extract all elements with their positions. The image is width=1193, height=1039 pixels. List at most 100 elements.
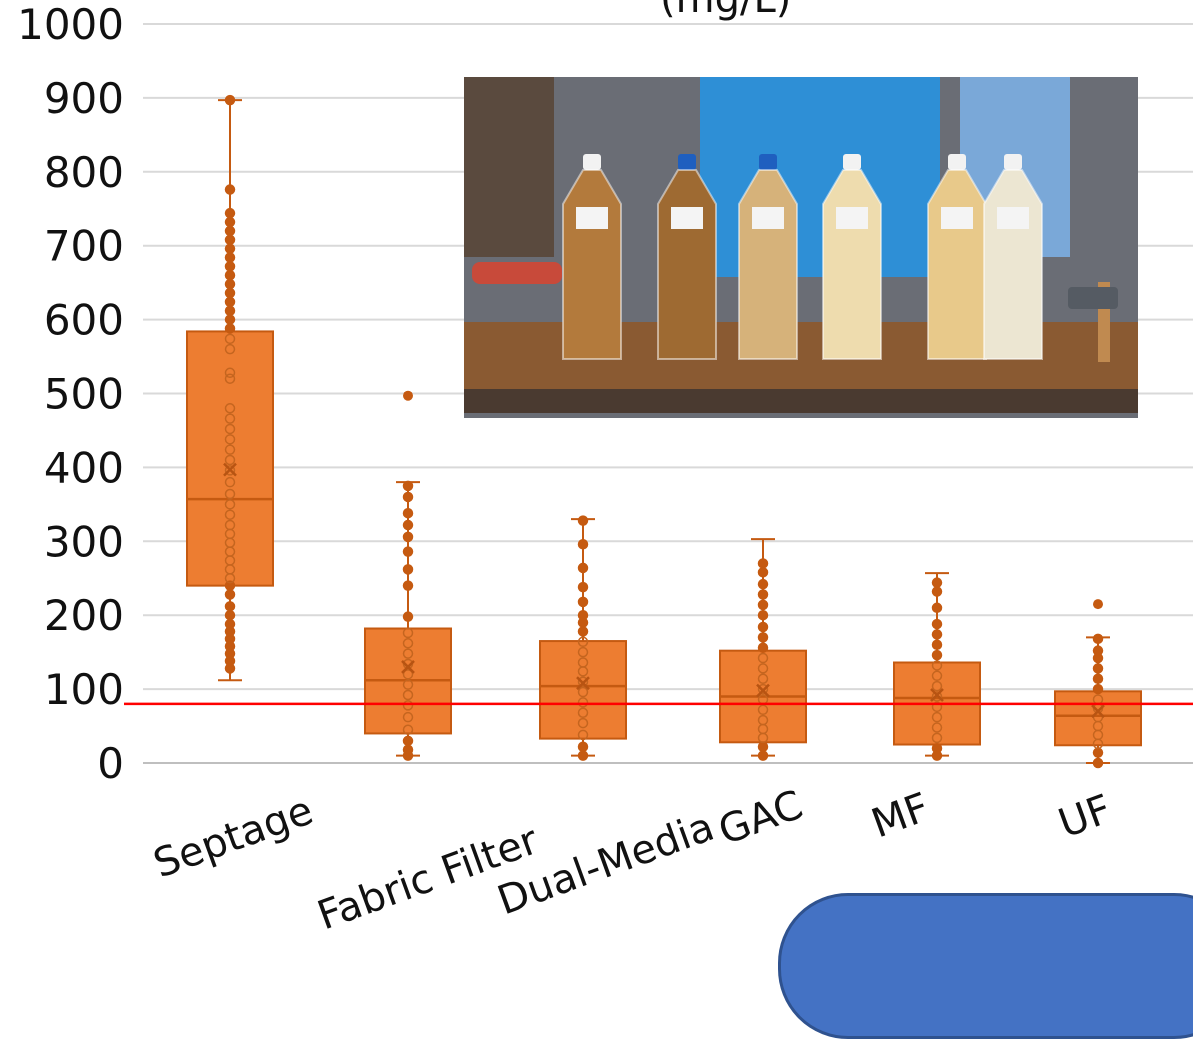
data-point [577,636,589,648]
data-point [577,581,589,593]
data-point [757,589,769,600]
y-tick-label: 300 [44,517,124,566]
box-fabric-filter [364,390,452,761]
bottle-label [941,207,973,229]
mean-marker [930,688,944,702]
data-point [224,444,236,455]
category-label: MF [866,784,936,847]
outlier-point [403,390,413,401]
data-point [757,704,769,716]
bottle-body [738,169,798,360]
data-point [757,750,769,761]
data-point [224,184,236,195]
bottle-label [671,207,703,229]
data-point [931,629,943,640]
data-point [402,648,414,659]
bottle-cap [948,154,966,170]
data-point [757,714,769,726]
sample-bottle [562,154,622,360]
data-point [224,296,236,308]
y-tick-label: 100 [44,665,124,714]
data-point [577,609,589,621]
data-point [224,373,236,384]
data-point [224,589,236,600]
sample-bottle [983,154,1043,360]
data-point [577,697,589,708]
bottle-label [752,207,784,229]
data-point [402,689,414,701]
bottle-cap [843,154,861,170]
data-point [224,601,236,612]
box-dual-media [539,515,627,761]
data-point [1092,645,1104,656]
box-septage [186,94,274,682]
data-point [577,626,589,637]
data-point [757,741,769,752]
data-point [577,539,589,550]
data-point [1092,663,1104,674]
y-tick-label: 900 [44,74,124,123]
data-point [224,207,236,219]
box-mf [893,572,981,761]
data-point [931,618,943,630]
data-point [224,314,236,325]
data-point [757,578,769,590]
corner-button-shape[interactable] [778,893,1193,1039]
data-point [1092,633,1104,645]
data-point [757,673,769,685]
data-point [757,621,769,633]
data-point [757,599,769,611]
data-point [224,454,236,466]
data-point [224,323,236,334]
data-point [224,278,236,290]
data-point [224,243,236,254]
category-label: GAC [713,782,809,855]
data-point [402,491,414,503]
data-point [757,683,769,695]
data-point [224,403,236,414]
shelf-edge [464,389,1138,413]
data-point [402,744,414,755]
box-gac [719,538,807,761]
data-point [577,646,589,658]
data-point [402,711,414,723]
category-label: UF [1053,786,1118,847]
bottle-body [562,169,622,360]
y-tick-label: 600 [44,296,124,345]
mean-marker [756,683,770,698]
bottle-body [983,169,1043,360]
data-point [402,580,414,591]
data-point [224,609,236,621]
y-tick-label: 1000 [17,0,124,49]
data-point [402,669,414,680]
data-point [757,663,769,674]
data-point [757,609,769,621]
blue-tank [700,77,940,277]
data-point [224,413,236,424]
data-point [224,509,236,520]
data-point [402,519,414,531]
data-point [757,642,769,653]
data-point [577,515,589,526]
data-point [931,649,943,661]
chart-title-fragment: (mg/L) [660,0,791,22]
data-point [402,611,414,622]
data-point [757,652,769,664]
bottle-cap [759,154,777,170]
data-point [931,639,943,651]
data-point [1092,757,1104,769]
data-point [224,434,236,445]
data-point [224,423,236,435]
y-tick-label: 200 [44,591,124,640]
data-point [402,546,414,557]
data-point [402,627,414,639]
data-point [757,558,769,569]
data-point [577,707,589,718]
water-sample-bottles-photo [464,77,1138,418]
data-point [402,507,414,519]
data-point [577,750,589,761]
data-point [402,638,414,649]
data-point [402,724,414,735]
bottle-cap [1004,154,1022,170]
